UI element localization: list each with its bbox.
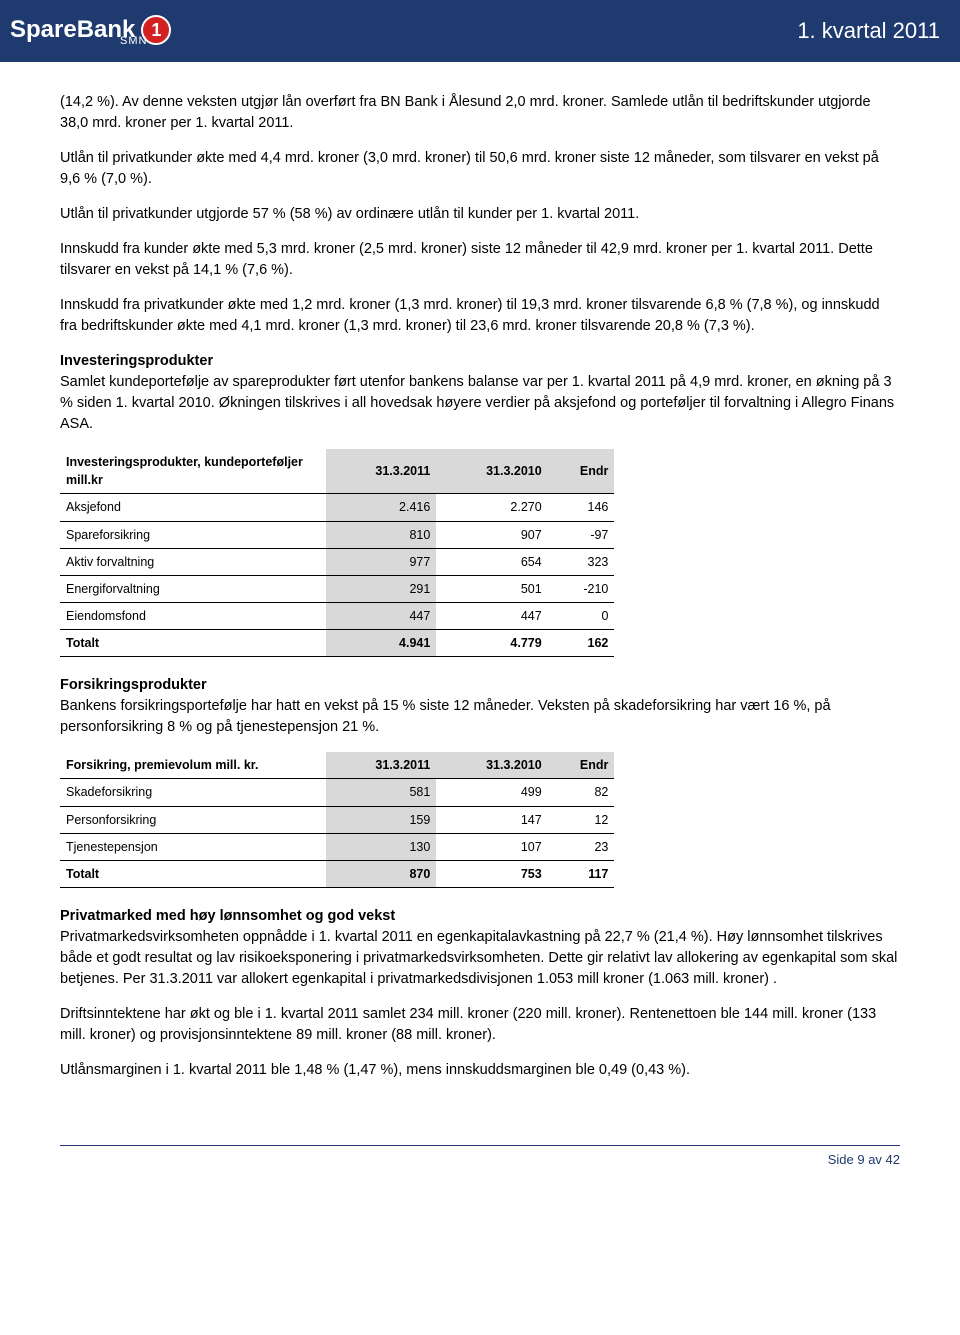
section-body: Privatmarkedsvirksomheten oppnådde i 1. …: [60, 929, 897, 987]
table-cell: Aktiv forvaltning: [60, 548, 326, 575]
table-row: Spareforsikring810907-97: [60, 521, 614, 548]
paragraph: (14,2 %). Av denne veksten utgjør lån ov…: [60, 92, 900, 134]
table-cell: 654: [436, 548, 547, 575]
table-cell: 291: [326, 575, 436, 602]
table-row: Personforsikring15914712: [60, 806, 614, 833]
header-period-label: 1. kvartal 2011: [797, 18, 940, 44]
table-col: 31.3.2011: [326, 752, 436, 779]
paragraph: Driftsinntektene har økt og ble i 1. kva…: [60, 1004, 900, 1046]
table-cell: 12: [548, 806, 615, 833]
table-cell: 977: [326, 548, 436, 575]
section-heading: Privatmarked med høy lønnsomhet og god v…: [60, 908, 395, 924]
table-header-label: Forsikring, premievolum mill. kr.: [60, 752, 326, 779]
paragraph: Innskudd fra kunder økte med 5,3 mrd. kr…: [60, 239, 900, 281]
table-row: Energiforvaltning291501-210: [60, 575, 614, 602]
table-cell: 4.779: [436, 630, 547, 657]
table-cell: 23: [548, 833, 615, 860]
paragraph: Innskudd fra privatkunder økte med 1,2 m…: [60, 295, 900, 337]
table-row: Eiendomsfond4474470: [60, 602, 614, 629]
table-cell: 147: [436, 806, 547, 833]
table-total-row: Totalt4.9414.779162: [60, 630, 614, 657]
table-cell: Eiendomsfond: [60, 602, 326, 629]
table-cell: Spareforsikring: [60, 521, 326, 548]
table-cell: 107: [436, 833, 547, 860]
logo-block: SpareBank 1 SMN: [10, 15, 171, 47]
table-cell: 130: [326, 833, 436, 860]
table-cell: 82: [548, 779, 615, 806]
table-col: 31.3.2010: [436, 449, 547, 494]
table-cell: 810: [326, 521, 436, 548]
table-cell: -97: [548, 521, 615, 548]
table-row: Aksjefond2.4162.270146: [60, 494, 614, 521]
paragraph: Utlånsmarginen i 1. kvartal 2011 ble 1,4…: [60, 1060, 900, 1081]
table-cell: Aksjefond: [60, 494, 326, 521]
paragraph: Utlån til privatkunder økte med 4,4 mrd.…: [60, 148, 900, 190]
table-cell: 581: [326, 779, 436, 806]
page-content: (14,2 %). Av denne veksten utgjør lån ov…: [0, 62, 960, 1115]
page-header: SpareBank 1 SMN 1. kvartal 2011: [0, 0, 960, 62]
section-title-privatmarked: Privatmarked med høy lønnsomhet og god v…: [60, 906, 900, 990]
table-col: 31.3.2011: [326, 449, 436, 494]
logo-subtext: SMN: [120, 35, 171, 47]
table-header-label: Investeringsprodukter, kundeporteføljer …: [60, 449, 326, 494]
table-cell: 501: [436, 575, 547, 602]
table-cell: 117: [548, 860, 615, 887]
table-cell: Energiforvaltning: [60, 575, 326, 602]
section-body: Bankens forsikringsportefølje har hatt e…: [60, 698, 831, 735]
table-cell: 870: [326, 860, 436, 887]
table-row: Skadeforsikring58149982: [60, 779, 614, 806]
page-footer: Side 9 av 42: [60, 1145, 900, 1167]
table-cell: 323: [548, 548, 615, 575]
table-col: Endr: [548, 752, 615, 779]
table-cell: Personforsikring: [60, 806, 326, 833]
table-cell: Totalt: [60, 630, 326, 657]
table-cell: 447: [326, 602, 436, 629]
table-cell: Totalt: [60, 860, 326, 887]
table-col: 31.3.2010: [436, 752, 547, 779]
table-cell: 146: [548, 494, 615, 521]
table-cell: 162: [548, 630, 615, 657]
table-forsikring: Forsikring, premievolum mill. kr. 31.3.2…: [60, 752, 614, 888]
table-col: Endr: [548, 449, 615, 494]
table-row: Aktiv forvaltning977654323: [60, 548, 614, 575]
table-cell: 159: [326, 806, 436, 833]
section-heading: Investeringsprodukter: [60, 353, 213, 369]
table-investeringsprodukter: Investeringsprodukter, kundeporteføljer …: [60, 449, 614, 657]
section-body: Samlet kundeportefølje av spareprodukter…: [60, 374, 894, 432]
logo-text: SpareBank: [10, 16, 135, 44]
table-header-row: Forsikring, premievolum mill. kr. 31.3.2…: [60, 752, 614, 779]
table-total-row: Totalt870753117: [60, 860, 614, 887]
table-cell: Tjenestepensjon: [60, 833, 326, 860]
table-cell: 2.270: [436, 494, 547, 521]
table-cell: -210: [548, 575, 615, 602]
paragraph: Utlån til privatkunder utgjorde 57 % (58…: [60, 204, 900, 225]
section-title-investeringsprodukter: Investeringsprodukter Samlet kundeportef…: [60, 351, 900, 435]
table-cell: 499: [436, 779, 547, 806]
table-cell: Skadeforsikring: [60, 779, 326, 806]
section-title-forsikringsprodukter: Forsikringsprodukter Bankens forsikrings…: [60, 675, 900, 738]
table-cell: 0: [548, 602, 615, 629]
table-cell: 2.416: [326, 494, 436, 521]
table-row: Tjenestepensjon13010723: [60, 833, 614, 860]
table-cell: 4.941: [326, 630, 436, 657]
table-cell: 753: [436, 860, 547, 887]
table-header-row: Investeringsprodukter, kundeporteføljer …: [60, 449, 614, 494]
table-cell: 447: [436, 602, 547, 629]
page-number: Side 9 av 42: [828, 1152, 900, 1167]
table-cell: 907: [436, 521, 547, 548]
section-heading: Forsikringsprodukter: [60, 677, 207, 693]
